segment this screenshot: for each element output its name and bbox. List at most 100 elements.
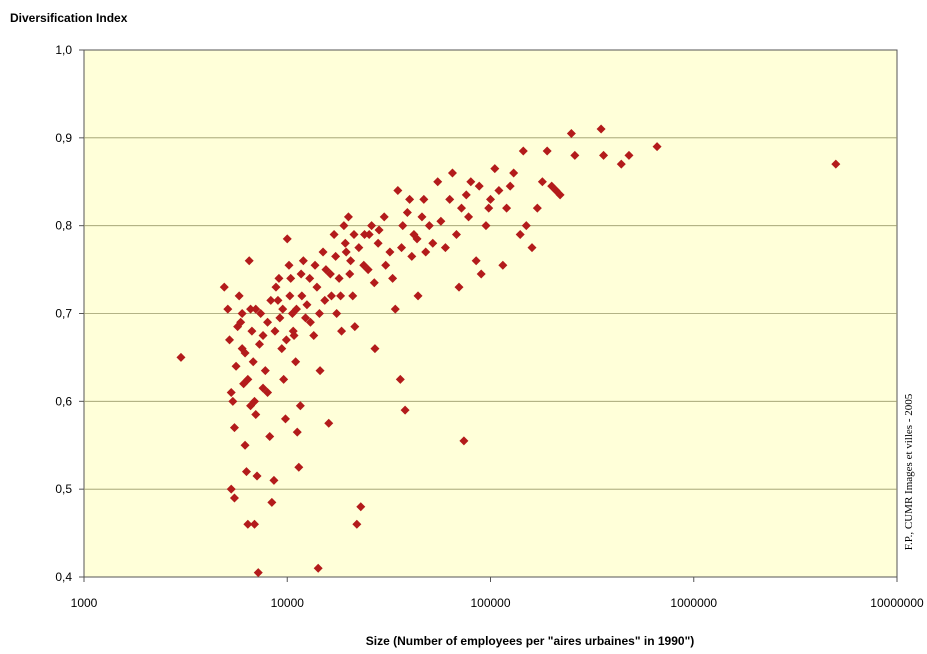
data-point xyxy=(284,260,294,270)
data-point xyxy=(326,291,336,301)
data-point xyxy=(518,146,528,156)
data-point xyxy=(243,374,253,384)
data-point xyxy=(266,295,276,305)
data-point xyxy=(369,278,379,288)
data-point xyxy=(407,251,417,261)
data-point xyxy=(379,212,389,222)
data-point xyxy=(433,177,443,187)
data-point xyxy=(229,423,239,433)
y-tick-label: 0,5 xyxy=(55,482,72,496)
data-point xyxy=(267,497,277,507)
data-point xyxy=(388,273,398,283)
data-point xyxy=(315,366,325,376)
data-point xyxy=(348,291,358,301)
data-point xyxy=(286,273,296,283)
data-point xyxy=(537,177,547,187)
x-tick-label: 10000000 xyxy=(870,596,924,610)
data-point xyxy=(254,339,264,349)
data-point xyxy=(223,304,233,314)
y-tick-label: 0,9 xyxy=(55,131,72,145)
data-point xyxy=(226,388,236,398)
data-point xyxy=(252,471,262,481)
data-point xyxy=(282,234,292,244)
data-point xyxy=(417,212,427,222)
data-point xyxy=(281,335,291,345)
data-point xyxy=(243,519,253,529)
data-point xyxy=(447,168,457,178)
data-point xyxy=(476,269,486,279)
data-point xyxy=(398,221,408,231)
data-point xyxy=(555,190,565,200)
data-point xyxy=(360,229,370,239)
y-tick-label: 0,8 xyxy=(55,219,72,233)
data-point xyxy=(332,309,342,318)
data-point xyxy=(269,475,279,485)
data-point xyxy=(271,282,281,292)
data-point xyxy=(280,414,290,424)
data-point xyxy=(295,401,305,411)
data-point xyxy=(390,304,400,314)
data-point xyxy=(288,326,298,336)
data-point xyxy=(831,159,841,169)
data-point xyxy=(176,352,186,362)
data-point xyxy=(341,247,351,257)
data-point xyxy=(302,300,312,310)
data-point xyxy=(273,295,283,305)
data-point xyxy=(244,256,254,266)
data-point xyxy=(397,243,407,253)
data-point xyxy=(329,229,339,239)
data-point xyxy=(229,493,239,503)
data-point xyxy=(532,203,542,213)
data-point xyxy=(258,330,268,340)
data-point xyxy=(291,357,301,367)
data-point xyxy=(274,273,284,283)
data-point xyxy=(542,146,552,156)
data-point xyxy=(566,128,576,138)
data-point xyxy=(464,212,474,222)
data-point xyxy=(352,519,362,529)
data-point xyxy=(298,256,308,266)
data-point xyxy=(354,243,364,253)
data-point xyxy=(413,291,423,301)
data-point xyxy=(421,247,431,257)
data-point xyxy=(596,124,606,134)
data-point xyxy=(265,431,275,441)
data-points xyxy=(176,124,841,578)
data-point xyxy=(373,238,383,248)
data-point xyxy=(277,344,287,354)
data-point xyxy=(249,519,259,529)
data-point xyxy=(246,401,256,411)
data-point xyxy=(246,304,256,314)
data-point xyxy=(419,194,429,204)
data-point xyxy=(260,366,270,376)
data-point xyxy=(247,326,257,336)
data-point xyxy=(334,273,344,283)
data-point xyxy=(314,309,324,318)
data-point xyxy=(484,203,494,213)
data-point xyxy=(370,344,380,354)
data-point xyxy=(336,291,346,301)
data-point xyxy=(248,357,258,367)
data-point xyxy=(515,229,525,239)
data-point xyxy=(309,330,319,340)
data-point xyxy=(324,418,334,428)
data-point xyxy=(340,238,350,248)
data-point xyxy=(231,361,241,371)
data-point xyxy=(652,142,662,152)
data-point xyxy=(275,313,285,323)
data-point xyxy=(240,348,250,358)
data-point xyxy=(471,256,481,266)
data-point xyxy=(320,295,330,305)
data-point xyxy=(312,282,322,292)
data-point xyxy=(436,216,446,226)
data-point xyxy=(451,229,461,239)
data-point xyxy=(481,221,491,231)
data-point xyxy=(486,194,495,204)
data-point xyxy=(350,322,360,332)
data-point xyxy=(301,313,311,323)
data-point xyxy=(393,186,403,196)
data-point xyxy=(502,203,512,213)
data-point xyxy=(313,563,323,573)
data-point xyxy=(278,304,288,314)
data-point xyxy=(251,304,261,314)
